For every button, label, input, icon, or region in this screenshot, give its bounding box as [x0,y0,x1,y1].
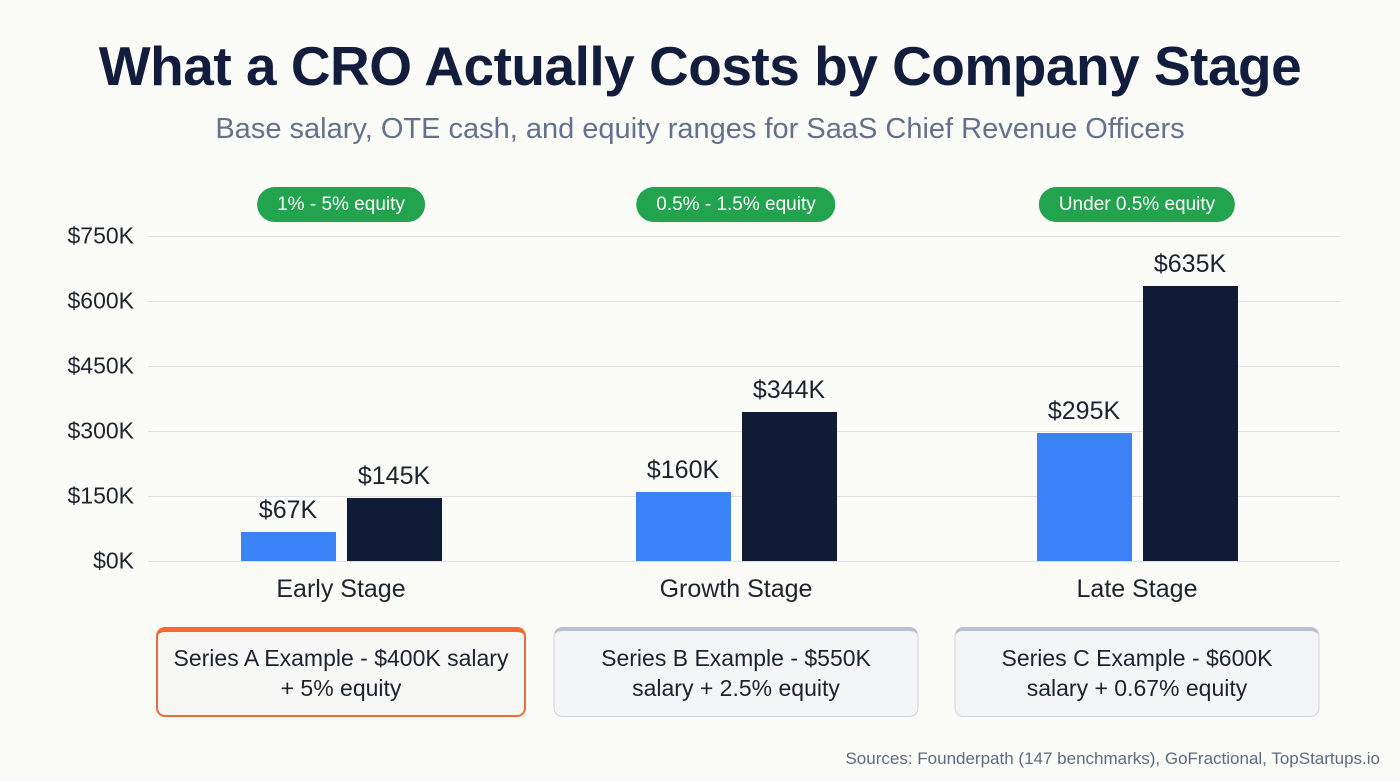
example-card[interactable]: Series C Example - $600K salary + 0.67% … [954,627,1320,717]
example-card-text: Series C Example - $600K salary + 0.67% … [1001,645,1273,701]
bar-ote-cash[interactable] [1142,285,1238,561]
bar-value-label: $160K [646,455,720,484]
equity-badge: Under 0.5% equity [1038,187,1236,222]
y-axis-tick-label: $600K [67,287,134,314]
bar-ote-cash[interactable] [741,411,837,561]
gridline [148,366,1340,367]
example-card-text: Series A Example - $400K salary + 5% equ… [173,645,509,701]
gridline [148,561,1340,562]
equity-badge: 1% - 5% equity [257,187,425,222]
plot-area [148,236,1340,562]
bar-base-salary[interactable] [240,531,336,561]
bar-value-label: $295K [1047,397,1121,426]
bar-value-label: $145K [357,462,431,491]
page-title: What a CRO Actually Costs by Company Sta… [98,35,1302,97]
chart-subtitle: Base salary, OTE cash, and equity ranges… [215,113,1185,145]
bar-ote-cash[interactable] [346,498,442,561]
bar-value-label: $344K [752,375,826,404]
y-axis-tick-label: $150K [67,482,134,509]
gridline [148,236,1340,237]
y-axis-tick-label: $0K [93,547,134,574]
example-card-text: Series B Example - $550K salary + 2.5% e… [601,645,871,701]
bar-base-salary[interactable] [635,491,731,561]
x-axis-category-label: Late Stage [1076,575,1198,603]
y-axis-tick-label: $750K [67,222,134,249]
y-axis-tick-label: $300K [67,417,134,444]
example-card[interactable]: Series A Example - $400K salary + 5% equ… [156,627,526,717]
y-axis-tick-label: $450K [67,352,134,379]
example-card[interactable]: Series B Example - $550K salary + 2.5% e… [553,627,919,717]
gridline [148,301,1340,302]
equity-badge: 0.5% - 1.5% equity [636,187,836,222]
bar-base-salary[interactable] [1036,433,1132,561]
bar-value-label: $635K [1153,249,1227,278]
x-axis-category-label: Early Stage [276,575,406,603]
sources-note: Sources: Founderpath (147 benchmarks), G… [845,749,1380,768]
x-axis-category-label: Growth Stage [659,575,813,603]
bar-value-label: $67K [258,495,318,524]
